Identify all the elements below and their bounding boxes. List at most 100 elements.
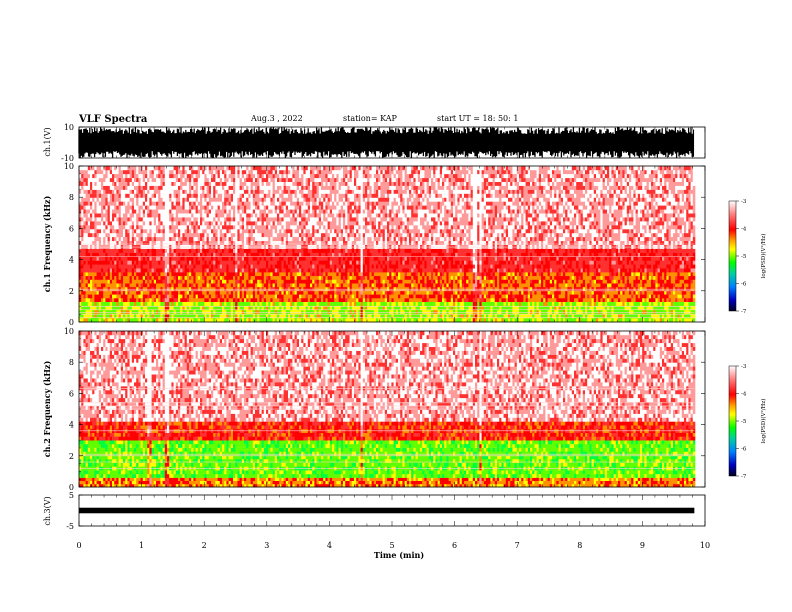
spectrogram-cell <box>96 275 100 280</box>
spectrogram-cell <box>222 173 225 179</box>
spectrogram-cell <box>191 286 194 291</box>
spectrogram-cell <box>92 294 95 299</box>
spectrogram-cell <box>307 169 311 175</box>
spectrogram-cell <box>316 309 320 315</box>
spectrogram-cell <box>314 313 317 319</box>
spectrogram-cell <box>213 309 216 315</box>
spectrogram-cell <box>329 209 333 214</box>
spectrogram-cell <box>145 221 148 226</box>
spectrogram-cell <box>283 309 287 315</box>
spectrogram-cell <box>92 256 95 261</box>
spectrogram-cell <box>178 252 181 257</box>
spectrogram-cell <box>343 173 346 179</box>
spectrogram-cell <box>283 236 287 242</box>
spectrogram-cell <box>270 252 273 257</box>
spectrogram-cell <box>131 225 135 230</box>
spectrogram-cell <box>246 177 249 182</box>
spectrogram-cell <box>213 256 216 261</box>
spectrogram-cell <box>208 283 212 288</box>
spectrogram-cell <box>116 209 119 214</box>
spectrogram-cell <box>136 221 139 226</box>
spectrogram-cell <box>222 301 225 307</box>
spectrogram-cell <box>140 181 144 186</box>
spectrogram-cell <box>288 193 291 198</box>
spectrogram-cell <box>228 229 232 234</box>
spectrogram-cell <box>211 193 214 198</box>
spectrogram-cell <box>114 193 117 198</box>
spectrogram-cell <box>332 294 335 299</box>
spectrogram-cell <box>327 201 331 206</box>
spectrogram-cell <box>252 248 256 253</box>
spectrogram-cell <box>226 225 229 230</box>
spectrogram-cell <box>103 275 106 280</box>
spectrogram-cell <box>96 256 100 261</box>
spectrogram-cell <box>200 305 203 311</box>
spectrogram-cell <box>153 298 157 302</box>
spectrogram-cell <box>116 248 119 253</box>
spectrogram-cell <box>90 272 93 277</box>
spectrogram-cell <box>120 294 124 299</box>
spectrogram-cell <box>136 283 139 288</box>
spectrogram-cell <box>261 232 265 238</box>
spectrogram-cell <box>259 193 262 198</box>
spectrogram-cell <box>178 264 181 269</box>
spectrogram-cell <box>178 221 181 226</box>
spectrogram-cell <box>151 275 155 280</box>
spectrogram-cell <box>325 240 328 245</box>
spectrogram-cell <box>343 298 346 302</box>
spectrogram-cell <box>316 279 320 284</box>
spectrogram-cell <box>131 209 135 214</box>
spectrogram-cell <box>226 256 229 261</box>
spectrogram-cell <box>162 189 166 194</box>
spectrogram-cell <box>129 236 133 242</box>
spectrogram-cell <box>160 279 163 284</box>
spectrogram-cell <box>261 177 265 182</box>
spectrogram-cell <box>336 185 339 190</box>
spectrogram-cell <box>189 181 192 186</box>
spectrogram-cell <box>208 201 212 206</box>
spectrogram-cell <box>349 252 353 257</box>
spectrogram-cell <box>327 209 331 214</box>
spectrogram-cell <box>156 217 159 222</box>
spectrogram-cell <box>316 317 320 323</box>
spectrogram-cell <box>332 169 335 175</box>
spectrogram-cell <box>103 197 106 202</box>
spectrogram-cell <box>224 256 227 261</box>
spectrogram-cell <box>334 244 337 249</box>
spectrogram-cell <box>252 283 256 288</box>
spectrogram-cell <box>213 298 216 302</box>
spectrogram-cell <box>327 268 331 273</box>
spectrogram-cell <box>349 173 353 179</box>
spectrogram-cell <box>325 317 328 323</box>
spectrogram-cell <box>305 189 309 194</box>
spectrogram-cell <box>301 268 304 273</box>
spectrogram-cell <box>237 244 240 249</box>
spectrogram-cell <box>292 221 295 226</box>
spectrogram-cell <box>347 217 350 222</box>
spectrogram-cell <box>175 225 179 230</box>
spectrogram-cell <box>151 181 155 186</box>
spectrogram-cell <box>164 290 168 295</box>
spectrogram-cell <box>96 305 100 311</box>
spectrogram-cell <box>312 217 315 222</box>
spectrogram-cell <box>288 166 291 171</box>
spectrogram-cell <box>290 209 293 214</box>
spectrogram-cell <box>200 197 203 202</box>
spectrogram-cell <box>191 272 194 277</box>
spectrogram-cell <box>103 268 106 273</box>
spectrogram-cell <box>136 181 139 186</box>
spectrogram-cell <box>310 313 313 319</box>
spectrogram-cell <box>96 252 100 257</box>
spectrogram-cell <box>145 317 148 323</box>
spectrogram-cell <box>228 217 232 222</box>
spectrogram-cell <box>142 205 146 210</box>
spectrogram-cell <box>134 193 137 198</box>
spectrogram-cell <box>290 264 293 269</box>
spectrogram-cell <box>292 309 295 315</box>
spectrogram-cell <box>87 279 91 284</box>
spectrogram-cell <box>266 173 269 179</box>
spectrogram-cell <box>189 252 192 257</box>
spectrogram-cell <box>197 229 201 234</box>
spectrogram-cell <box>125 248 128 253</box>
